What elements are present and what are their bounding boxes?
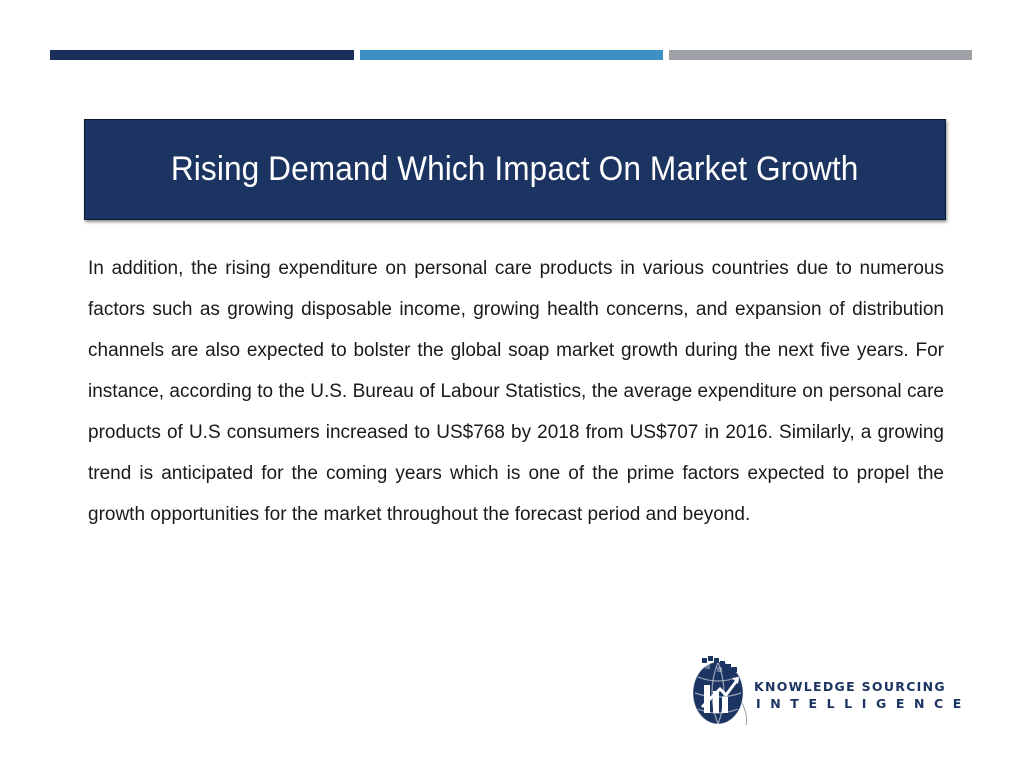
header-bar-gray (669, 50, 972, 60)
header-bar-navy (50, 50, 354, 60)
globe-building-icon (692, 656, 747, 726)
logo-text-line1: KNOWLEDGE SOURCING (754, 679, 946, 694)
body-paragraph: In addition, the rising expenditure on p… (88, 258, 944, 525)
company-logo: KNOWLEDGE SOURCING INTELLIGENCE (692, 655, 961, 727)
page-title: Rising Demand Which Impact On Market Gro… (171, 150, 859, 188)
title-box: Rising Demand Which Impact On Market Gro… (84, 119, 946, 220)
logo-text-line2: INTELLIGENCE (756, 696, 971, 711)
header-bar-blue (360, 50, 663, 60)
